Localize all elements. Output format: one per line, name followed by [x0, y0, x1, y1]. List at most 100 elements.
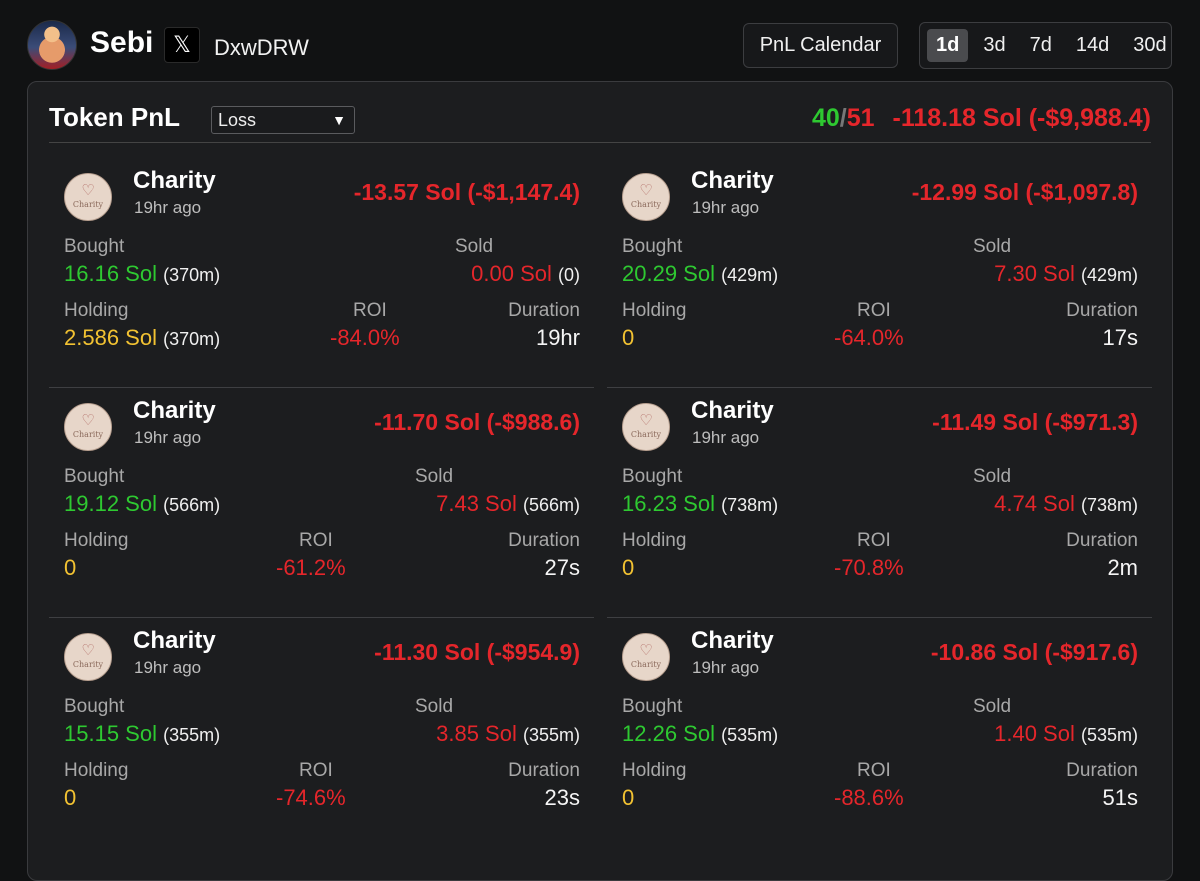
sold-label: Sold	[415, 696, 454, 717]
roi-label: ROI	[299, 530, 333, 551]
token-time: 19hr ago	[692, 658, 760, 677]
bought-value: 20.29 Sol (429m)	[622, 261, 778, 287]
bought-amount: 15.15 Sol	[64, 721, 157, 746]
pnl-summary: 40/51 -118.18 Sol (-$9,988.4)	[812, 104, 1151, 133]
bought-label: Bought	[64, 236, 125, 257]
sold-label: Sold	[455, 236, 494, 257]
token-card[interactable]: ♡ Charity Charity 19hr ago -11.49 Sol (-…	[607, 388, 1152, 618]
token-logo-text: Charity	[630, 660, 662, 669]
token-logo-text: Charity	[630, 200, 662, 209]
token-logo-text: Charity	[630, 430, 662, 439]
holding-amount: 0	[622, 785, 635, 810]
bought-value: 19.12 Sol (566m)	[64, 491, 220, 517]
roi-label: ROI	[857, 760, 891, 781]
holding-label: Holding	[64, 300, 129, 321]
win-count: 40	[811, 104, 840, 132]
bought-value: 12.26 Sol (535m)	[622, 721, 778, 747]
roi-value: -64.0%	[834, 325, 904, 350]
sold-value: 3.85 Sol (355m)	[436, 721, 580, 747]
loss-count: 51	[846, 104, 875, 132]
sold-amount: 7.43 Sol	[436, 491, 517, 516]
bought-amount: 20.29 Sol	[622, 261, 715, 286]
range-1d-button[interactable]: 1d	[927, 29, 969, 62]
bought-label: Bought	[622, 696, 683, 717]
holding-label: Holding	[622, 760, 687, 781]
roi-label: ROI	[857, 530, 891, 551]
bought-label: Bought	[622, 466, 683, 487]
token-name: Charity	[133, 627, 216, 654]
duration-label: Duration	[1066, 760, 1138, 781]
sold-time: (0)	[558, 265, 580, 285]
token-name: Charity	[133, 167, 216, 194]
sold-label: Sold	[973, 466, 1012, 487]
filter-value: Loss	[218, 110, 257, 130]
caret-down-icon: ▼	[332, 112, 346, 128]
duration-value: 17s	[1102, 325, 1138, 350]
heart-icon: ♡	[639, 412, 653, 429]
range-30d-button[interactable]: 30d	[1133, 34, 1167, 56]
token-pnl: -11.49 Sol (-$971.3)	[932, 409, 1138, 435]
sold-amount: 0.00 Sol	[471, 261, 552, 286]
token-logo: ♡ Charity	[64, 403, 112, 451]
duration-label: Duration	[1066, 300, 1138, 321]
holding-value: 0	[64, 785, 76, 811]
heart-icon: ♡	[81, 412, 95, 429]
sold-time: (566m)	[522, 495, 580, 515]
sold-label: Sold	[973, 236, 1012, 257]
token-card[interactable]: ♡ Charity Charity 19hr ago -11.30 Sol (-…	[49, 618, 594, 848]
bought-label: Bought	[64, 696, 125, 717]
token-logo-text: Charity	[72, 660, 104, 669]
token-card[interactable]: ♡ Charity Charity 19hr ago -13.57 Sol (-…	[49, 158, 594, 388]
holding-amount: 0	[622, 325, 635, 350]
roi-value: -61.2%	[276, 555, 346, 580]
sold-label: Sold	[973, 696, 1012, 717]
holding-label: Holding	[64, 760, 129, 781]
holding-value: 0	[622, 785, 634, 811]
range-7d-button[interactable]: 7d	[1029, 34, 1052, 56]
token-time: 19hr ago	[692, 198, 760, 217]
token-pnl: -11.70 Sol (-$988.6)	[374, 409, 580, 435]
pnl-calendar-button[interactable]: PnL Calendar	[743, 23, 898, 68]
token-pnl: -12.99 Sol (-$1,097.8)	[911, 179, 1138, 205]
sold-value: 1.40 Sol (535m)	[994, 721, 1138, 747]
token-name: Charity	[691, 397, 774, 424]
duration-value: 27s	[544, 555, 580, 580]
profile-header: Sebi 𝕏 DxwDRW PnL Calendar 1d 3d 7d 14d …	[0, 0, 1200, 84]
sold-time: (429m)	[1080, 265, 1138, 285]
holding-label: Holding	[622, 300, 687, 321]
token-logo: ♡ Charity	[64, 173, 112, 221]
duration-label: Duration	[508, 530, 580, 551]
range-3d-button[interactable]: 3d	[983, 34, 1006, 56]
bought-amount: 16.16 Sol	[64, 261, 157, 286]
token-card[interactable]: ♡ Charity Charity 19hr ago -10.86 Sol (-…	[607, 618, 1152, 848]
panel-title: Token PnL	[49, 102, 180, 132]
token-logo: ♡ Charity	[622, 633, 670, 681]
sold-value: 7.30 Sol (429m)	[994, 261, 1138, 287]
sold-value: 0.00 Sol (0)	[471, 261, 580, 287]
sold-time: (355m)	[522, 725, 580, 745]
pnl-filter-select[interactable]: Loss ▼	[211, 106, 355, 134]
token-logo-text: Charity	[72, 430, 104, 439]
bought-time: (566m)	[163, 495, 221, 515]
holding-amount: 2.586 Sol	[64, 325, 157, 350]
holding-value: 0	[622, 555, 634, 581]
user-avatar[interactable]	[27, 20, 77, 70]
token-card[interactable]: ♡ Charity Charity 19hr ago -11.70 Sol (-…	[49, 388, 594, 618]
bought-label: Bought	[64, 466, 125, 487]
sold-label: Sold	[415, 466, 454, 487]
token-logo: ♡ Charity	[64, 633, 112, 681]
token-time: 19hr ago	[692, 428, 760, 447]
x-logo-icon[interactable]: 𝕏	[164, 27, 200, 63]
holding-label: Holding	[622, 530, 687, 551]
range-14d-button[interactable]: 14d	[1075, 34, 1110, 56]
total-pnl: -118.18 Sol (-$9,988.4)	[892, 104, 1151, 132]
sold-amount: 4.74 Sol	[994, 491, 1075, 516]
x-handle-link[interactable]: DxwDRW	[214, 35, 309, 60]
holding-amount: 0	[64, 785, 77, 810]
holding-label: Holding	[64, 530, 129, 551]
token-card[interactable]: ♡ Charity Charity 19hr ago -12.99 Sol (-…	[607, 158, 1152, 388]
heart-icon: ♡	[639, 182, 653, 199]
user-name: Sebi	[90, 26, 154, 59]
token-time: 19hr ago	[134, 428, 202, 447]
sold-value: 4.74 Sol (738m)	[994, 491, 1138, 517]
